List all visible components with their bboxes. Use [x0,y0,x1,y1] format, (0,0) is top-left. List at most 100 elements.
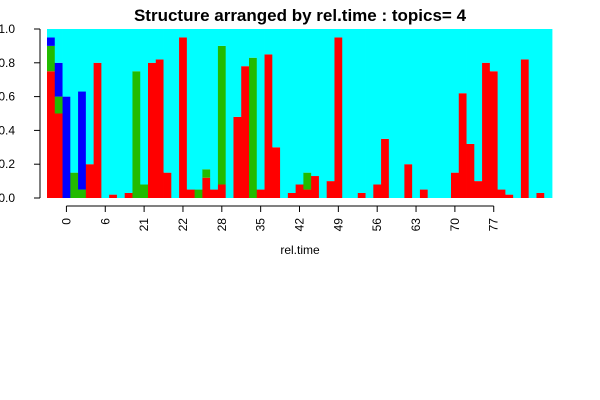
y-tick-label: 1.0 [0,22,15,36]
bar-segment-red [334,37,343,199]
bar-segment-cyan [388,29,398,198]
chart-title: Structure arranged by rel.time : topics=… [134,6,467,25]
bar-segment-red [497,189,506,198]
bar-segment-cyan [326,29,335,182]
x-tick-label: 0 [59,218,73,225]
x-tick-label: 42 [293,218,307,232]
bar-segment-cyan [396,29,405,198]
bar-segment-red [272,147,281,198]
y-tick-label: 0.8 [0,56,15,70]
bar-segment-red [109,194,118,198]
bar-segment-cyan [482,29,491,63]
bar-segment-cyan [70,29,79,173]
x-axis: 0 6 21 22 28 35 42 49 56 63 70 77 [59,205,501,232]
bar-segment-cyan [140,29,149,185]
bar-segment-cyan [474,29,483,182]
x-tick-label: 6 [98,218,112,225]
x-axis-label: rel.time [280,243,320,257]
bar-segment-cyan [419,29,429,190]
bar-segment-cyan [528,29,537,198]
bar-segment-blue [78,91,87,190]
bar-segment-cyan [536,29,545,193]
bar-segment-cyan [443,29,452,198]
bar-segment-cyan [458,29,467,94]
bar-segment-cyan [280,29,289,198]
bar-segment-red [186,189,196,198]
x-tick-label: 70 [448,218,462,232]
bar-segment-cyan [171,29,180,198]
bar-segment-red [85,164,95,198]
bar-segment-cyan [342,29,351,198]
bar-segment-green [249,57,258,199]
x-tick-label: 28 [215,218,229,232]
bar-segment-cyan [210,29,219,190]
bar-segment-red [326,181,335,198]
bar-segment-red [404,164,413,198]
bar-segment-red [520,59,530,198]
bar-segment-red [489,71,499,198]
bar-segment-cyan [357,29,366,193]
bar-segment-red [466,143,475,198]
bar-segment-green [303,172,312,190]
bar-segment-green [47,45,56,72]
y-tick-label: 0.6 [0,90,15,104]
y-axis: 0.0 0.2 0.4 0.6 0.8 1.0 [0,22,41,205]
bar-segment-cyan [350,29,359,198]
bar-segment-green [140,184,149,198]
bar-segment-cyan [93,29,102,63]
bar-segment-cyan [217,29,227,46]
bar-segment-cyan [132,29,141,72]
bar-segment-red [179,37,188,199]
bar-segment-cyan [264,29,273,55]
bar-segment-cyan [124,29,133,193]
bar-segment-cyan [225,29,234,198]
bar-segment-cyan [497,29,506,190]
bar-segment-cyan [334,29,343,38]
bar-segment-cyan [373,29,382,185]
bar-segment-cyan [101,29,110,198]
bar-segment-cyan [287,29,297,193]
bar-segment-cyan [186,29,196,190]
bar-segment-green [70,172,79,198]
bar-segment-cyan [365,29,374,198]
bar-segment-red [419,189,429,198]
bar-segment-cyan [78,29,87,92]
bar-segment-red [163,172,172,198]
bar-segment-red [233,116,242,198]
bar-segment-cyan [520,29,530,60]
bar-segment-cyan [62,29,71,97]
x-tick-label: 63 [409,218,423,232]
bar-segment-red [373,184,382,198]
bar-segment-red [148,62,157,198]
bar-segment-cyan [194,29,203,190]
bar-segment-cyan [295,29,304,185]
bar-segment-cyan [47,29,56,38]
bar-segment-cyan [116,29,126,198]
bar-segment-cyan [155,29,164,60]
bar-segment-cyan [85,29,95,165]
bar-segment-cyan [233,29,242,117]
bar-segment-cyan [179,29,188,38]
bar-segment-red [155,59,164,198]
x-tick-label: 49 [331,218,345,232]
bar-segment-cyan [303,29,312,173]
bar-segment-cyan [54,29,63,63]
bar-segment-red [474,181,483,198]
bar-segment-cyan [318,29,328,198]
bar-segment-cyan [435,29,444,198]
bar-segment-red [202,177,211,198]
bar-segment-red [381,138,390,198]
bar-segment-red [357,192,366,198]
bar-segment-red [287,192,297,198]
bar-segment-cyan [272,29,281,148]
bar-segment-red [47,71,56,198]
bar-segment-cyan [427,29,436,198]
bar-segment-red [451,172,460,198]
y-tick-label: 0.4 [0,123,15,137]
x-tick-label: 35 [254,218,268,232]
x-tick-label: 77 [487,218,501,232]
bar-segment-green [54,96,63,114]
y-tick-label: 0.2 [0,157,15,171]
x-tick-label: 56 [370,218,384,232]
